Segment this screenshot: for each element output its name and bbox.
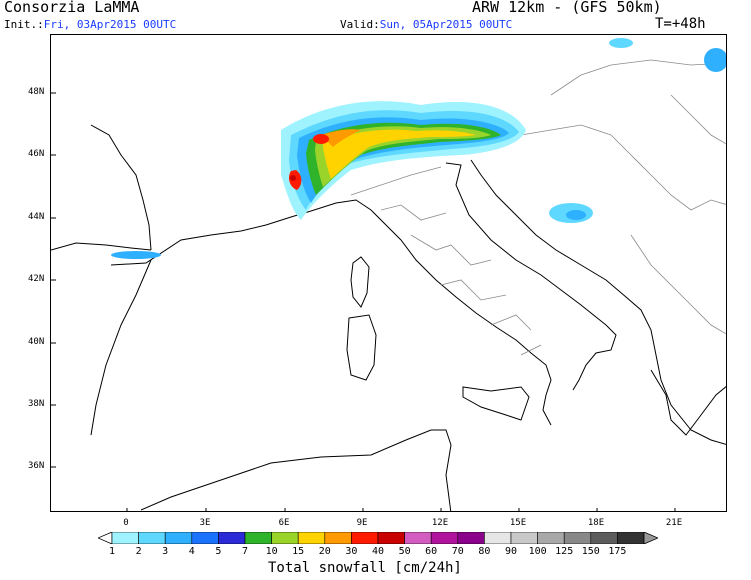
- legend-swatch: [563, 532, 592, 544]
- legend-color-bar: [98, 532, 658, 544]
- legend-arrow-right: [643, 532, 658, 544]
- legend-title: Total snowfall [cm/24h]: [268, 560, 462, 576]
- snowfall-field-northeast: [609, 38, 726, 72]
- init-line: Init.:Fri, 03Apr2015 00UTC: [4, 18, 176, 31]
- valid-label: Valid:: [340, 18, 380, 31]
- forecast-step: T=+48h: [655, 16, 706, 32]
- legend-arrow-left: [98, 532, 113, 544]
- lon-label: 6E: [278, 518, 290, 528]
- coast-sardinia: [346, 314, 377, 381]
- legend-value: 100: [528, 546, 547, 557]
- legend-swatch: [218, 532, 246, 544]
- coast-corsica: [350, 256, 370, 308]
- coast-spain-east: [90, 259, 152, 436]
- legend-swatch: [404, 532, 432, 544]
- coast-france-west: [90, 124, 152, 251]
- legend-swatch: [191, 532, 219, 544]
- legend-value: 20: [318, 546, 331, 557]
- coastlines: [51, 124, 726, 511]
- snowfall-map: [51, 38, 726, 511]
- coast-gulf-of-lion: [110, 210, 312, 266]
- snowfall-field-balkans: [549, 203, 593, 223]
- legend-value: 7: [241, 546, 249, 557]
- legend-swatch: [617, 532, 645, 544]
- org-title: Consorzia LaMMA: [4, 0, 140, 16]
- lat-label: 48N: [28, 87, 45, 97]
- lat-label: 44N: [28, 212, 45, 222]
- coast-italy-west: [310, 199, 552, 426]
- lat-label: 36N: [28, 461, 45, 471]
- coast-balkan: [470, 159, 726, 445]
- legend-value: 5: [215, 546, 222, 557]
- legend-value: 80: [478, 546, 491, 557]
- lat-label: 40N: [28, 337, 45, 347]
- legend-swatch: [537, 532, 565, 544]
- legend-swatch: [430, 532, 459, 544]
- lat-label: 42N: [28, 274, 45, 284]
- legend-value: 70: [451, 546, 464, 557]
- map-panel: [50, 34, 727, 512]
- legend-swatch: [244, 532, 272, 544]
- legend-swatch: [271, 532, 299, 544]
- legend-swatch: [297, 532, 326, 544]
- legend-swatch: [351, 532, 379, 544]
- lon-label: 3E: [199, 518, 211, 528]
- legend-swatch: [590, 532, 618, 544]
- valid-line: Valid:Sun, 05Apr2015 00UTC: [340, 18, 512, 31]
- legend-value: 90: [504, 546, 518, 557]
- lon-label: 12E: [431, 518, 449, 528]
- lon-label: 15E: [509, 518, 527, 528]
- coast-africa: [140, 429, 452, 511]
- legend-swatch: [457, 532, 485, 544]
- coast-greece: [650, 369, 726, 436]
- snowfall-field-alps: [281, 101, 526, 220]
- legend-value: 10: [265, 546, 278, 557]
- legend-swatch: [324, 532, 352, 544]
- legend-value: 1: [108, 546, 116, 557]
- legend-value: 150: [581, 546, 600, 557]
- coast-sicily: [462, 386, 530, 421]
- legend-swatch: [484, 532, 512, 544]
- model-title: ARW 12km - (GFS 50km): [472, 0, 662, 16]
- coast-italy-east: [445, 162, 617, 391]
- legend-value: 50: [398, 546, 411, 557]
- legend-value: 60: [425, 546, 438, 557]
- legend-value: 40: [371, 546, 385, 557]
- valid-value: Sun, 05Apr2015 00UTC: [379, 18, 513, 31]
- init-value: Fri, 03Apr2015 00UTC: [43, 18, 177, 31]
- lat-label: 38N: [28, 399, 45, 409]
- snowfall-field-pyrenees: [111, 251, 161, 259]
- legend-values: 1 2 3 4 5 7 10 15 20 30 40 50 60 70 80 90 100 125 150 175: [98, 546, 658, 558]
- coast-biscay: [51, 242, 152, 251]
- lat-label: 46N: [28, 149, 45, 159]
- legend-swatch: [510, 532, 538, 544]
- legend-swatch: [138, 532, 166, 544]
- legend-value: 15: [292, 546, 305, 557]
- legend-value: 175: [608, 546, 627, 557]
- lon-label: 18E: [587, 518, 605, 528]
- lon-label: 0: [123, 518, 129, 528]
- lon-label: 21E: [665, 518, 683, 528]
- legend-value: 30: [345, 546, 358, 557]
- legend-swatch: [111, 532, 139, 544]
- legend-value: 125: [555, 546, 574, 557]
- legend-value: 4: [188, 546, 195, 557]
- init-label: Init.:: [4, 18, 44, 31]
- legend-value: 2: [135, 546, 142, 557]
- frame-ticks: [51, 92, 676, 511]
- legend-value: 3: [162, 546, 169, 557]
- lon-label: 9E: [356, 518, 368, 528]
- legend-swatch: [164, 532, 193, 544]
- legend-swatch: [377, 532, 405, 544]
